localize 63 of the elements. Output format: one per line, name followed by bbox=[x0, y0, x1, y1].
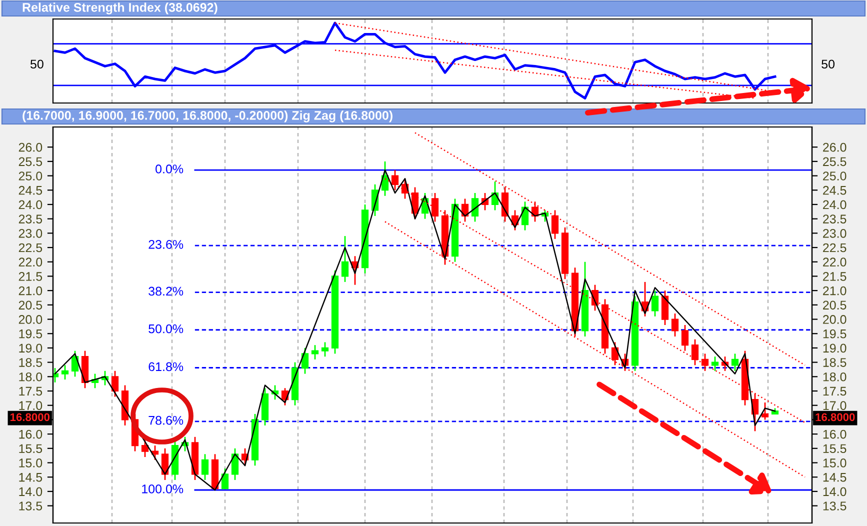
y2-tick-label: 25.5 bbox=[823, 157, 846, 166]
y2-tick-label: 19.5 bbox=[823, 329, 846, 338]
y2-tick-label: 14.0 bbox=[823, 487, 846, 496]
y2-tick-label: 16.0 bbox=[823, 430, 846, 439]
y-tick-label: 20.0 bbox=[18, 315, 42, 324]
text: 50 bbox=[822, 60, 835, 69]
y2-tick-label: 17.5 bbox=[823, 386, 846, 396]
y-tick-label: 23.5 bbox=[18, 214, 42, 224]
y-tick-label: 16.0 bbox=[19, 430, 42, 439]
y2-tick-label: 26.0 bbox=[823, 142, 846, 152]
annotation: 78.6% bbox=[148, 416, 184, 425]
y-tick-label: 21.5 bbox=[18, 272, 42, 281]
text: 16.8000 bbox=[10, 413, 50, 422]
y-tick-label: 14.5 bbox=[19, 473, 42, 482]
y-tick-label: 18.0 bbox=[19, 372, 42, 382]
text: 16.8000 bbox=[816, 413, 855, 422]
y2-tick-label: 22.5 bbox=[823, 243, 846, 252]
y-tick-label: 24.5 bbox=[18, 186, 42, 195]
y2-tick-label: 24.5 bbox=[823, 186, 846, 195]
y-tick-label: 19.5 bbox=[19, 329, 42, 338]
y2-tick-label: 20.0 bbox=[823, 315, 846, 324]
annotation: 38.2% bbox=[148, 286, 184, 296]
y2-tick-label: 21.0 bbox=[823, 286, 846, 296]
annotation: 100.0% bbox=[142, 484, 184, 494]
y-tick-label: 26.0 bbox=[18, 142, 42, 152]
y-tick-label: 15.0 bbox=[19, 458, 42, 468]
y2-tick-label: 15.0 bbox=[823, 458, 846, 468]
y-tick-label: 20.5 bbox=[18, 300, 42, 310]
y-tick-label: 18.5 bbox=[19, 358, 42, 367]
annotation: 50.0% bbox=[148, 324, 184, 334]
annotation: 61.8% bbox=[148, 362, 184, 372]
y2-tick-label: 18.0 bbox=[823, 372, 846, 382]
chart-title: Relative Strength Index (38.0692) bbox=[22, 2, 218, 14]
y-tick-label: 22.0 bbox=[18, 258, 42, 267]
y-tick-label: 24.0 bbox=[18, 200, 42, 210]
y-tick-label: 15.5 bbox=[19, 444, 42, 454]
y2-tick-label: 19.0 bbox=[823, 344, 846, 353]
y2-tick-label: 15.5 bbox=[823, 444, 846, 454]
y-tick-label: 25.5 bbox=[18, 157, 42, 166]
y2-tick-label: 23.0 bbox=[823, 228, 846, 238]
text: 50 bbox=[30, 60, 44, 69]
y2-tick-label: 25.0 bbox=[823, 172, 846, 180]
y2-tick-label: 24.0 bbox=[823, 200, 846, 210]
y2-tick-label: 21.5 bbox=[823, 272, 846, 281]
y2-tick-label: 22.0 bbox=[823, 258, 846, 267]
y2-tick-label: 14.5 bbox=[823, 473, 846, 482]
y-tick-label: 22.5 bbox=[18, 243, 42, 252]
chart-title: (16.7000, 16.9000, 16.7000, 16.8000, -0.20000) Zig Zag (16.8000) bbox=[22, 110, 392, 122]
y-tick-label: 14.0 bbox=[19, 487, 42, 496]
annotation: 23.6% bbox=[148, 240, 184, 249]
y2-tick-label: 17.0 bbox=[823, 401, 846, 410]
y2-tick-label: 20.5 bbox=[823, 300, 846, 310]
y2-tick-label: 13.5 bbox=[823, 502, 846, 510]
y-tick-label: 13.5 bbox=[19, 502, 42, 510]
y2-tick-label: 18.5 bbox=[823, 358, 846, 367]
y-tick-label: 25.0 bbox=[18, 172, 42, 180]
y-tick-label: 21.0 bbox=[18, 286, 42, 296]
annotation: 0.0% bbox=[156, 164, 184, 174]
y2-tick-label: 23.5 bbox=[823, 214, 846, 224]
y-tick-label: 17.5 bbox=[19, 386, 42, 396]
y-tick-label: 17.0 bbox=[19, 401, 42, 410]
y-tick-label: 19.0 bbox=[19, 344, 42, 353]
y-tick-label: 23.0 bbox=[18, 228, 42, 238]
